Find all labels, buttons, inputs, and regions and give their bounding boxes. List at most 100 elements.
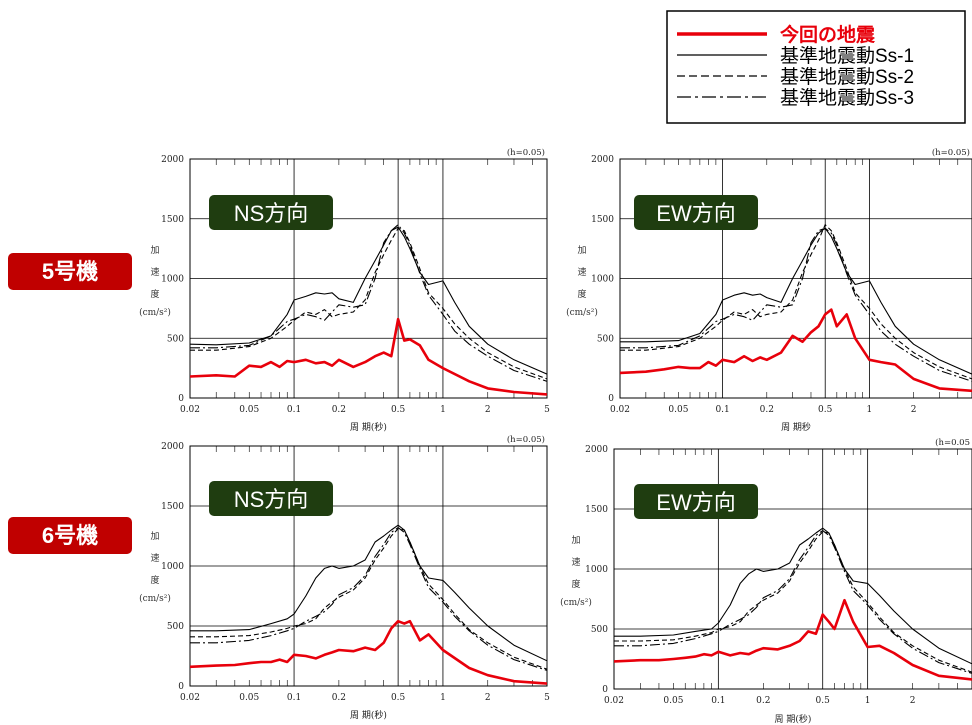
svg-text:加: 加 bbox=[571, 535, 580, 546]
current-eq-line bbox=[614, 598, 972, 681]
legend-label-current: 今回の地震 bbox=[779, 23, 876, 46]
ss2-line bbox=[614, 531, 972, 673]
plot-frame bbox=[189, 158, 548, 399]
y-tick-label: 500 bbox=[167, 622, 184, 632]
svg-text:加: 加 bbox=[150, 531, 159, 542]
ylabel-5ew: 加 速 度 (cm/s²) bbox=[566, 245, 598, 318]
legend-label-ss3: 基準地震動Ss-3 bbox=[780, 87, 914, 109]
y-tick-label: 2000 bbox=[585, 445, 608, 455]
damping-annotation: (h=0.05 bbox=[935, 437, 970, 448]
legend-label-ss2: 基準地震動Ss-2 bbox=[780, 66, 914, 88]
current-eq-line bbox=[620, 308, 972, 393]
svg-text:5号機: 5号機 bbox=[42, 259, 98, 284]
svg-text:速: 速 bbox=[577, 267, 586, 278]
svg-text:度: 度 bbox=[577, 288, 586, 300]
chart-panel-3: 0 500 1000 1500 2000 0.02 0.05 0.1 0.2 0.5 1 2 5 (h=0… bbox=[161, 434, 550, 721]
legend-label-ss1: 基準地震動Ss-1 bbox=[780, 45, 914, 67]
direction-badge bbox=[634, 195, 758, 230]
x-tick-label: 0.5 bbox=[391, 693, 406, 703]
ss3-line bbox=[614, 530, 972, 674]
svg-text:加: 加 bbox=[577, 245, 586, 256]
chart-panel-2: 0 500 1000 1500 2000 0.02 0.05 0.1 0.2 0.5 1 2 (h=0.… bbox=[591, 147, 972, 433]
svg-text:度: 度 bbox=[150, 574, 159, 586]
y-tick-label: 500 bbox=[597, 334, 614, 344]
svg-text:(cm/s²): (cm/s²) bbox=[560, 597, 592, 608]
ss3-line bbox=[190, 224, 547, 382]
x-tick-label: 2 bbox=[485, 405, 491, 415]
y-tick-label: 2000 bbox=[161, 442, 184, 452]
x-axis-label: 周 期秒 bbox=[781, 421, 811, 433]
svg-text:速: 速 bbox=[571, 557, 580, 568]
x-tick-label: 0.1 bbox=[287, 693, 301, 703]
x-tick-label: 0.02 bbox=[610, 405, 630, 415]
svg-text:(cm/s²): (cm/s²) bbox=[139, 307, 171, 318]
x-tick-label: 1 bbox=[440, 693, 446, 703]
plot-frame bbox=[189, 445, 548, 687]
y-tick-label: 500 bbox=[591, 625, 608, 635]
damping-annotation: (h=0.05) bbox=[932, 147, 970, 158]
ss1-line bbox=[614, 527, 972, 665]
direction-label: NS方向 bbox=[234, 201, 309, 226]
x-tick-label: 0.1 bbox=[287, 405, 301, 415]
plot-frame bbox=[613, 448, 972, 690]
svg-text:速: 速 bbox=[150, 267, 159, 278]
ss3-line bbox=[620, 227, 972, 382]
x-tick-label: 2 bbox=[910, 696, 916, 706]
ss2-line bbox=[620, 224, 972, 380]
y-tick-label: 1500 bbox=[161, 215, 184, 225]
y-tick-label: 500 bbox=[167, 334, 184, 344]
y-tick-label: 1000 bbox=[161, 275, 184, 285]
ylabel-5ns: 加 速 度 (cm/s²) bbox=[139, 245, 171, 318]
current-eq-line bbox=[190, 317, 547, 396]
legend: 今回の地震 基準地震動Ss-1 基準地震動Ss-2 基準地震動Ss-3 bbox=[666, 10, 966, 124]
svg-text:(cm/s²): (cm/s²) bbox=[566, 307, 598, 318]
svg-text:加: 加 bbox=[150, 245, 159, 256]
direction-badge bbox=[209, 195, 333, 230]
x-tick-label: 0.02 bbox=[604, 696, 624, 706]
y-tick-label: 1500 bbox=[585, 505, 608, 515]
y-tick-label: 1500 bbox=[161, 502, 184, 512]
svg-text:速: 速 bbox=[150, 553, 159, 564]
unit-label-6: 6号機 bbox=[8, 517, 132, 554]
x-tick-label: 0.5 bbox=[391, 405, 406, 415]
y-tick-label: 2000 bbox=[161, 155, 184, 165]
x-axis-label: 周 期(秒) bbox=[350, 709, 387, 721]
ss3-line bbox=[190, 527, 547, 671]
y-tick-label: 2000 bbox=[591, 155, 614, 165]
ylabel-6ns: 加 速 度 (cm/s²) bbox=[139, 531, 171, 604]
x-tick-label: 0.1 bbox=[715, 405, 729, 415]
ss2-line bbox=[190, 528, 547, 670]
y-tick-label: 0 bbox=[608, 394, 614, 404]
ylabel-6ew: 加 速 度 (cm/s²) bbox=[560, 535, 592, 608]
svg-text:(cm/s²): (cm/s²) bbox=[139, 593, 171, 604]
chart-panel-1: 0 500 1000 1500 2000 0.02 0.05 0.1 0.2 0.5 1 2 5 (h=0… bbox=[161, 147, 550, 433]
plot-frame bbox=[619, 158, 972, 399]
direction-badge bbox=[634, 484, 758, 519]
x-tick-label: 0.05 bbox=[663, 696, 683, 706]
x-tick-label: 0.05 bbox=[668, 405, 688, 415]
x-tick-label: 1 bbox=[867, 405, 873, 415]
x-tick-label: 0.5 bbox=[818, 405, 833, 415]
x-tick-label: 5 bbox=[544, 405, 550, 415]
svg-text:6号機: 6号機 bbox=[42, 523, 98, 548]
ss1-line bbox=[620, 227, 972, 375]
x-tick-label: 0.02 bbox=[180, 405, 200, 415]
ss2-line bbox=[190, 227, 547, 380]
x-tick-label: 0.1 bbox=[711, 696, 725, 706]
x-tick-label: 0.05 bbox=[239, 693, 259, 703]
damping-annotation: (h=0.05) bbox=[507, 147, 545, 158]
x-tick-label: 1 bbox=[440, 405, 446, 415]
x-axis-label: 周 期(秒) bbox=[350, 421, 387, 433]
ss1-line bbox=[190, 226, 547, 375]
x-tick-label: 0.02 bbox=[180, 693, 200, 703]
svg-text:度: 度 bbox=[150, 288, 159, 300]
direction-label: EW方向 bbox=[656, 201, 735, 226]
y-tick-label: 0 bbox=[602, 685, 608, 695]
x-tick-label: 0.5 bbox=[816, 696, 831, 706]
x-tick-label: 5 bbox=[544, 693, 550, 703]
y-tick-label: 1000 bbox=[591, 275, 614, 285]
direction-label: NS方向 bbox=[234, 487, 309, 512]
x-axis-label: 周 期(秒) bbox=[775, 713, 812, 725]
damping-annotation: (h=0.05) bbox=[507, 434, 545, 445]
